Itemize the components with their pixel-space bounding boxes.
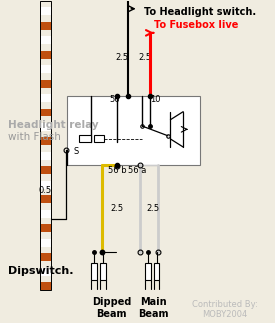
Bar	[40, 94, 51, 102]
Bar	[40, 51, 51, 58]
Bar	[40, 253, 51, 261]
Text: Main
Beam: Main Beam	[139, 297, 169, 318]
Bar	[40, 166, 51, 174]
Bar	[40, 195, 51, 203]
Bar	[40, 79, 51, 88]
Text: To Fusebox live: To Fusebox live	[154, 20, 238, 30]
Bar	[79, 135, 91, 142]
Text: 2.5: 2.5	[146, 203, 159, 213]
Bar	[94, 135, 104, 142]
Bar	[40, 224, 51, 232]
Bar	[100, 263, 106, 280]
Text: 2.5: 2.5	[110, 203, 123, 213]
Text: Headlight relay: Headlight relay	[8, 120, 99, 130]
Text: 10: 10	[150, 95, 160, 104]
Bar	[40, 152, 51, 160]
Text: To Headlight switch.: To Headlight switch.	[144, 7, 256, 17]
Bar	[154, 263, 160, 280]
Bar	[40, 36, 51, 44]
Text: 56 a: 56 a	[128, 166, 147, 175]
Bar	[40, 239, 51, 247]
Bar	[40, 7, 51, 15]
Bar	[40, 210, 51, 218]
Text: Dipswitch.: Dipswitch.	[8, 266, 74, 276]
Bar	[67, 96, 200, 165]
Text: Dipped
Beam: Dipped Beam	[92, 297, 131, 318]
Bar	[40, 22, 51, 30]
Bar	[145, 263, 150, 280]
Bar	[40, 181, 51, 189]
Bar	[91, 263, 97, 280]
Text: 0.5: 0.5	[39, 186, 52, 195]
Text: 2.5: 2.5	[138, 53, 152, 62]
Text: with Flash: with Flash	[8, 132, 61, 142]
Text: 56 b: 56 b	[108, 166, 126, 175]
Text: S: S	[73, 147, 79, 156]
Bar	[40, 109, 51, 117]
Bar	[40, 138, 51, 145]
Bar	[40, 0, 51, 1]
Text: Contributed By:
MOBY2004: Contributed By: MOBY2004	[192, 300, 258, 319]
Bar	[40, 123, 51, 131]
Bar	[40, 65, 51, 73]
Text: 2.5: 2.5	[116, 53, 128, 62]
Bar	[40, 282, 51, 290]
Text: 56: 56	[109, 95, 120, 104]
Bar	[40, 268, 51, 276]
Bar	[40, 1, 51, 290]
